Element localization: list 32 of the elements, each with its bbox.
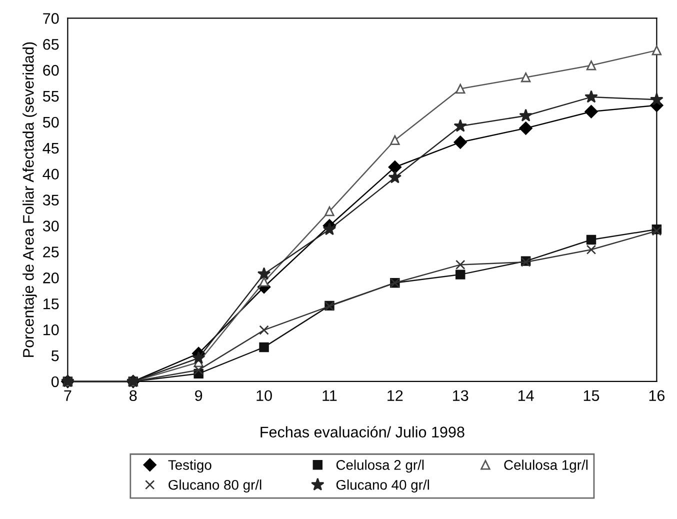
legend-label: Glucano 40 gr/l (336, 480, 429, 493)
legend-label: Testigo (168, 460, 212, 473)
y-tick-label: 60 (43, 64, 59, 76)
y-axis-title: Porcentaje de Area Foliar Afectada (severidad) (22, 42, 37, 357)
x-tick-label: 10 (256, 390, 272, 402)
y-tick-label: 25 (43, 246, 59, 258)
legend-label: Celulosa 1gr/l (504, 460, 588, 473)
legend-label: Celulosa 2 gr/l (336, 460, 424, 473)
y-tick-label: 70 (43, 13, 59, 24)
y-tick-label: 30 (42, 220, 59, 232)
y-tick-label: 5 (51, 350, 59, 362)
y-tick-label: 50 (42, 116, 59, 128)
y-tick-label: 65 (43, 38, 59, 50)
x-tick-label: 14 (518, 390, 534, 401)
x-tick-label: 8 (130, 390, 137, 402)
y-tick-label: 20 (43, 272, 59, 284)
x-tick-label: 13 (453, 390, 468, 402)
x-tick-label: 15 (584, 390, 600, 402)
x-tick-label: 12 (388, 390, 403, 401)
y-tick-label: 40 (42, 168, 59, 180)
y-tick-label: 0 (51, 376, 59, 388)
x-axis-title: Fechas evaluación/ Julio 1998 (260, 426, 464, 438)
legend-label: Glucano 80 gr/l (168, 480, 262, 493)
y-tick-label: 55 (42, 91, 59, 102)
x-tick-label: 9 (195, 390, 202, 402)
y-tick-label: 35 (42, 194, 59, 206)
x-tick-label: 7 (64, 390, 72, 401)
y-tick-label: 15 (44, 298, 59, 310)
x-tick-label: 16 (649, 390, 665, 402)
y-tick-label: 10 (44, 324, 59, 336)
y-tick-label: 45 (42, 142, 59, 154)
x-tick-label: 11 (322, 390, 337, 401)
